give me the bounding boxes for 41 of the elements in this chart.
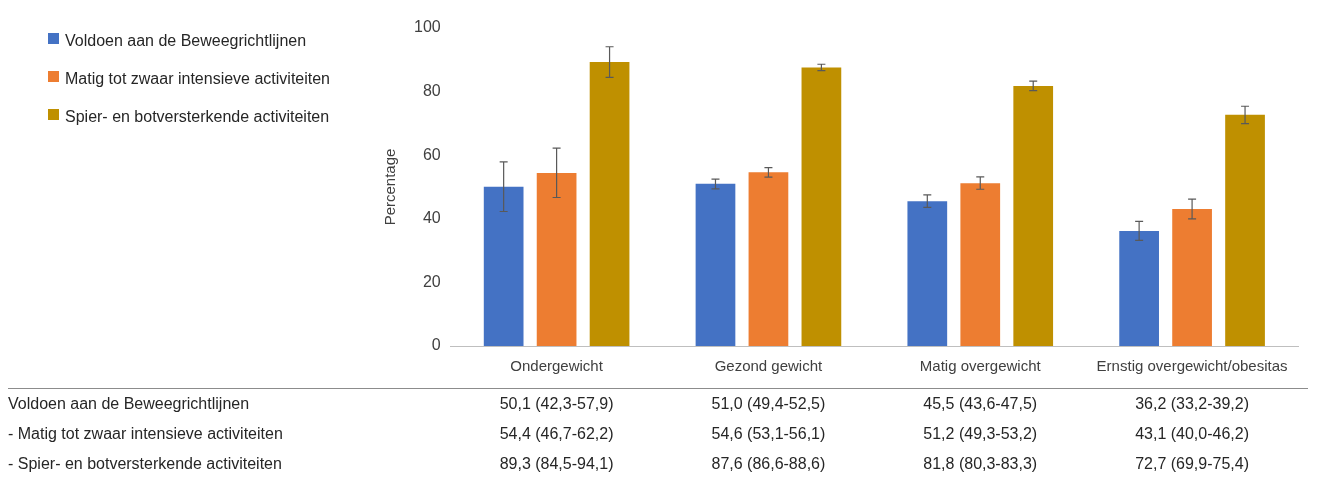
bar	[960, 183, 1001, 346]
bar	[1225, 114, 1265, 346]
bar	[801, 67, 842, 346]
x-tick-label: Matig overgewicht	[919, 357, 1042, 375]
bar	[748, 172, 789, 346]
bar	[589, 62, 630, 346]
data-label: 54,4 (46,7-62,2)	[498, 425, 615, 443]
data-label: 51,2 (49,3-53,2)	[922, 425, 1039, 443]
y-tick-label: 40	[422, 209, 441, 227]
x-tick-label: Ondergewicht	[510, 357, 604, 375]
x-tick-label: Ernstig overgewicht/obesitas	[1096, 357, 1288, 375]
data-label: 50,1 (42,3-57,9)	[498, 395, 615, 413]
bar	[1172, 208, 1212, 346]
x-tick-label: Gezond gewicht	[714, 357, 824, 375]
y-tick-label: 60	[422, 145, 441, 163]
data-label: 45,5 (43,6-47,5)	[922, 395, 1039, 413]
bar	[1013, 85, 1054, 346]
data-label: 51,0 (49,4-52,5)	[710, 395, 827, 413]
legend-label: Spier- en botversterkende activiteiten	[65, 107, 330, 127]
legend-label: Matig tot zwaar intensieve activiteiten	[65, 69, 331, 89]
data-label: 87,6 (86,6-88,6)	[710, 455, 827, 473]
y-tick-label: 80	[422, 82, 441, 100]
text: - Matig tot zwaar intensieve activiteiten	[8, 425, 283, 443]
bar	[483, 186, 524, 346]
y-tick-label: 20	[422, 272, 441, 290]
y-tick-label: 100	[413, 18, 441, 36]
bar	[1119, 230, 1159, 346]
data-label: 89,3 (84,5-94,1)	[498, 455, 615, 473]
data-label: 36,2 (33,2-39,2)	[1134, 395, 1250, 413]
bar	[536, 173, 577, 346]
y-tick-label: 0	[431, 336, 441, 354]
data-label: 72,7 (69,9-75,4)	[1134, 455, 1250, 473]
bar	[907, 201, 948, 346]
bar	[695, 183, 736, 346]
data-label: 54,6 (53,1-56,1)	[710, 425, 827, 443]
data-label: 81,8 (80,3-83,3)	[922, 455, 1039, 473]
text: - Spier- en botversterkende activiteiten	[8, 455, 282, 473]
data-label: 43,1 (40,0-46,2)	[1134, 425, 1250, 443]
legend-label: Voldoen aan de Beweegrichtlijnen	[65, 31, 307, 51]
y-axis-title: Percentage	[381, 148, 399, 226]
text: Voldoen aan de Beweegrichtlijnen	[8, 395, 250, 413]
